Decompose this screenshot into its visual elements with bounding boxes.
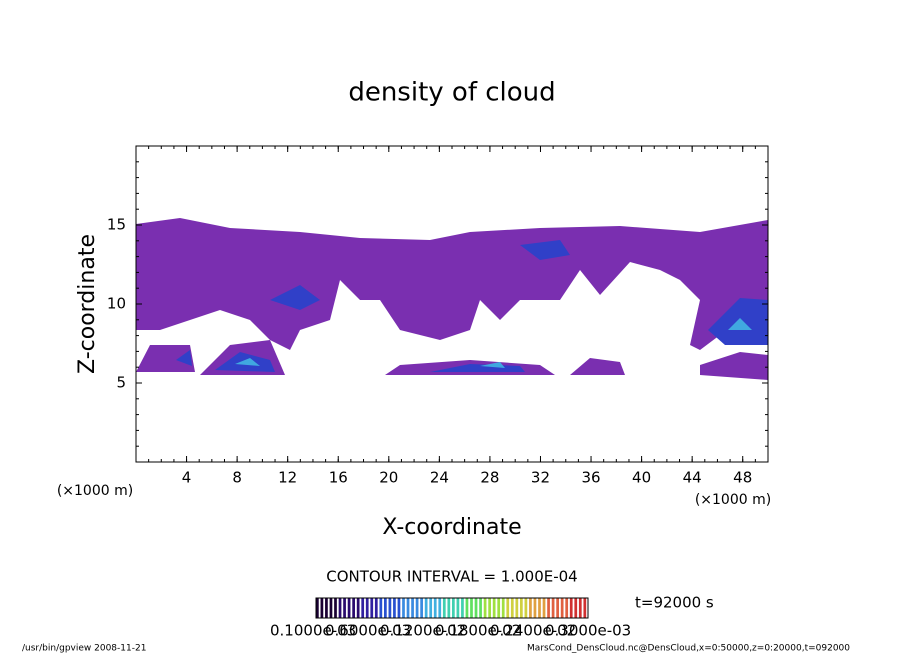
colorbar-stripe: [533, 598, 537, 618]
colorbar-stripe: [560, 598, 564, 618]
colorbar-stripe: [565, 598, 569, 618]
x-tick-label: 8: [232, 469, 242, 487]
colorbar-stripe: [465, 598, 469, 618]
x-tick-label: 24: [430, 469, 449, 487]
colorbar-stripe: [488, 598, 491, 618]
colorbar-stripe: [433, 598, 437, 618]
x-tick-label: 28: [480, 469, 499, 487]
x-tick-label: 36: [581, 469, 600, 487]
colorbar-label: 0.1200e-02: [380, 622, 466, 640]
colorbar-stripe: [442, 598, 446, 618]
colorbar-stripe: [420, 598, 423, 618]
colorbar-stripe: [556, 598, 559, 618]
colorbar-stripe: [492, 598, 496, 618]
colorbar-stripe: [329, 598, 333, 618]
colorbar-stripe: [452, 598, 455, 618]
colorbar-stripe: [501, 598, 505, 618]
colorbar-stripe: [352, 598, 355, 618]
x-tick-label: 16: [329, 469, 348, 487]
colorbar-stripe: [356, 598, 360, 618]
colorbar-stripe: [374, 598, 378, 618]
cloud-core: [176, 240, 768, 372]
colorbar-stripe: [370, 598, 374, 618]
colorbar-stripe: [424, 598, 428, 618]
colorbar-label: 0.1800e-02: [435, 622, 521, 640]
y-axis-unit: (×1000 m): [57, 483, 133, 499]
colorbar-stripe: [438, 598, 442, 618]
colorbar-stripe: [474, 598, 478, 618]
colorbar-stripe: [402, 598, 405, 618]
x-tick-label: 4: [182, 469, 192, 487]
y-tick-label: 15: [107, 216, 126, 234]
colorbar-stripe: [343, 598, 346, 618]
colorbar-label: 0.6000e-03: [325, 622, 411, 640]
colorbar-stripe: [415, 598, 419, 618]
colorbar-stripe: [365, 598, 369, 618]
colorbar-stripe: [551, 598, 555, 618]
x-tick-label: 44: [683, 469, 702, 487]
colorbar-stripe: [524, 598, 528, 618]
colorbar-stripe: [347, 598, 351, 618]
colorbar-stripe: [397, 598, 401, 618]
colorbar-stripe: [338, 598, 342, 618]
colorbar-stripe: [411, 598, 414, 618]
cloud-field: [136, 218, 768, 380]
colorbar-stripe: [447, 598, 451, 618]
colorbar-stripe: [542, 598, 546, 618]
colorbar-stripe: [574, 598, 578, 618]
colorbar-stripe: [334, 598, 337, 618]
y-tick-label: 10: [107, 295, 126, 313]
contour-interval: CONTOUR INTERVAL = 1.000E-04: [326, 568, 577, 586]
colorbar-stripe: [515, 598, 519, 618]
y-axis-label: Z-coordinate: [75, 234, 100, 374]
colorbar-stripe: [384, 598, 387, 618]
colorbar-stripe: [456, 598, 460, 618]
colorbar-label: 0.2400e-02: [490, 622, 576, 640]
x-tick-label: 20: [379, 469, 398, 487]
chart-title: density of cloud: [348, 78, 555, 108]
colorbar-stripe: [506, 598, 510, 618]
colorbar-stripe: [569, 598, 573, 618]
colorbar-stripe: [379, 598, 383, 618]
colorbar-stripe: [316, 598, 319, 618]
colorbar-stripe: [538, 598, 541, 618]
colorbar-stripe: [578, 598, 582, 618]
cloud-region: [136, 218, 768, 350]
x-axis-label: X-coordinate: [382, 515, 521, 540]
colorbar-stripe: [483, 598, 487, 618]
colorbar-frame: [315, 597, 589, 619]
colorbar-stripe: [547, 598, 550, 618]
time-label: t=92000 s: [635, 594, 714, 612]
colorbar-label: 0.1000e-03: [270, 622, 356, 640]
colorbar-stripe: [406, 598, 410, 618]
footer-left: /usr/bin/gpview 2008-11-21: [22, 644, 146, 654]
x-tick-label: 48: [733, 469, 752, 487]
colorbar-label: 0.3000e-03: [545, 622, 631, 640]
y-tick-label: 5: [116, 374, 126, 392]
x-tick-label: 12: [278, 469, 297, 487]
colorbar-stripe: [497, 598, 501, 618]
x-tick-label: 40: [632, 469, 651, 487]
colorbar-stripe: [393, 598, 396, 618]
colorbar-stripe: [479, 598, 482, 618]
x-tick-label: 32: [531, 469, 550, 487]
colorbar-stripe: [429, 598, 433, 618]
x-axis-unit: (×1000 m): [695, 492, 771, 508]
colorbar-stripe: [470, 598, 473, 618]
colorbar-stripe: [388, 598, 392, 618]
colorbar-stripe: [461, 598, 464, 618]
footer-right: MarsCond_DensCloud.nc@DensCloud,x=0:5000…: [527, 644, 850, 654]
colorbar-stripe: [320, 598, 324, 618]
colorbar-stripe: [583, 598, 587, 618]
colorbar-stripe: [325, 598, 328, 618]
colorbar-stripe: [529, 598, 532, 618]
colorbar-stripe: [510, 598, 514, 618]
colorbar-stripe: [361, 598, 365, 618]
cloud-region: [136, 340, 768, 380]
colorbar-stripe: [520, 598, 523, 618]
